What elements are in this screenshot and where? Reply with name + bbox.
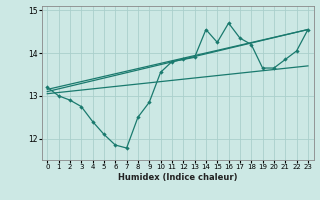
- X-axis label: Humidex (Indice chaleur): Humidex (Indice chaleur): [118, 173, 237, 182]
